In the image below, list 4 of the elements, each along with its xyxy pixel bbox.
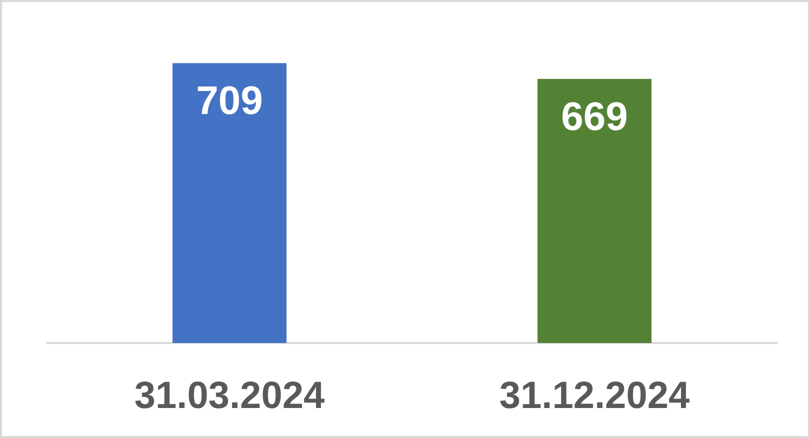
x-tick-label: 31.03.2024 bbox=[134, 375, 325, 417]
x-tick-label: 31.12.2024 bbox=[499, 375, 690, 417]
data-label: 709 bbox=[196, 79, 263, 124]
data-label: 669 bbox=[561, 94, 628, 139]
